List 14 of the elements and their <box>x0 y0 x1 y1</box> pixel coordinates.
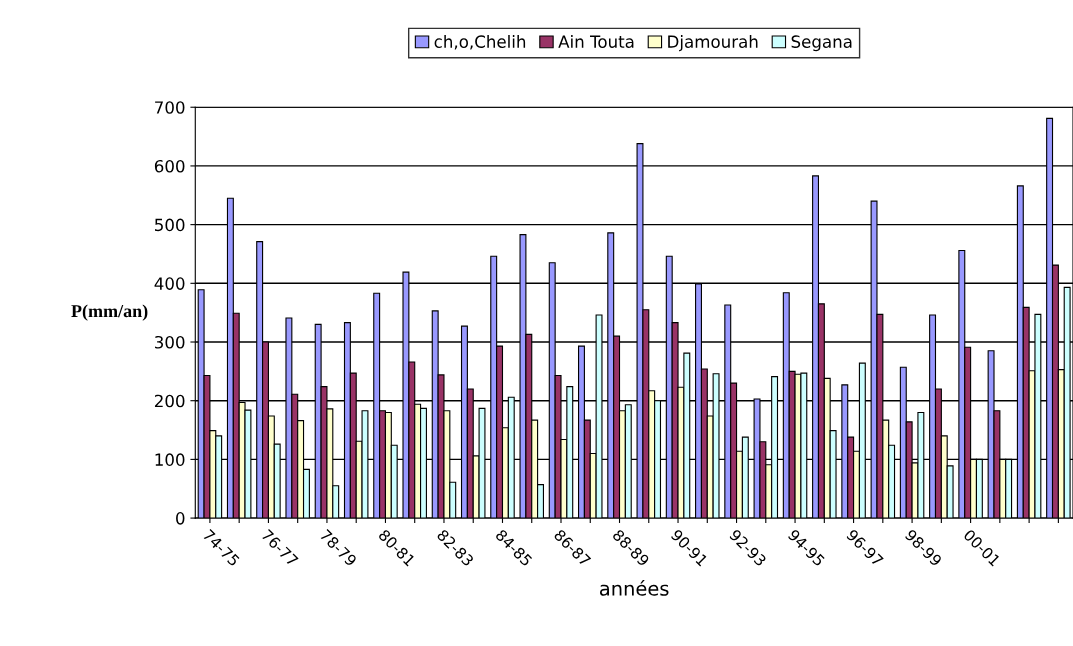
y-tick-label: 0 <box>176 512 185 525</box>
legend-label: Segana <box>791 35 852 52</box>
y-tick-label: 700 <box>155 101 185 114</box>
legend-label: ch,o,Chelih <box>434 35 526 50</box>
y-tick-label: 100 <box>155 453 185 466</box>
y-axis-title: P(mm/an) <box>71 304 148 321</box>
y-tick-label: 500 <box>155 218 185 232</box>
y-tick-label: 200 <box>154 394 185 408</box>
legend-label: Ain Touta <box>558 35 634 48</box>
y-tick-label: 300 <box>155 335 185 349</box>
legend-label: Djamourah <box>668 35 758 52</box>
y-tick-label: 600 <box>154 159 185 173</box>
x-axis-title: années <box>600 579 669 596</box>
y-tick-label: 400 <box>154 277 185 290</box>
